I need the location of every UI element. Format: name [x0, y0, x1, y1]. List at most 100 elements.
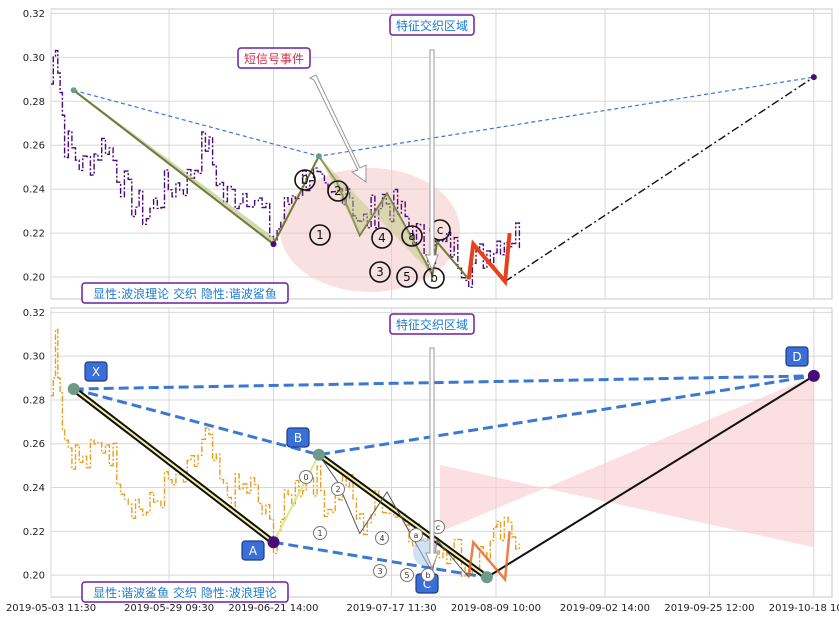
- signal-title-box: [237, 47, 311, 69]
- wave-label-circle: [400, 568, 414, 582]
- harmonic-point: [807, 369, 820, 382]
- wave-point-label: a: [414, 531, 419, 540]
- y-tick-label: 0.24: [23, 483, 45, 494]
- wave-point-label: 1: [316, 228, 324, 242]
- wave-point-label: 2: [335, 485, 340, 494]
- harmonic-badge: [241, 540, 265, 561]
- harmonic-point: [312, 448, 325, 461]
- signal-arrow-icon: [308, 74, 367, 183]
- y-tick-label: 0.28: [23, 97, 45, 108]
- harmonic-badge: [785, 346, 809, 367]
- region-title-box: [389, 313, 475, 335]
- y-tick-label: 0.22: [23, 527, 45, 538]
- wave-label-circle: [373, 564, 387, 578]
- harmonic-point: [67, 383, 80, 396]
- wave-label-circle: [294, 169, 316, 191]
- y-tick-label: 0.20: [23, 571, 45, 582]
- wave-point-label: a: [408, 229, 415, 243]
- bottom-panel: 0.20 0.22 0.24 0.26 0.28 0.30 0.32 2019-05-03 1…: [6, 307, 839, 614]
- y-tick-label: 0.30: [23, 352, 45, 363]
- wave-label-circle: [299, 470, 313, 484]
- wave-label-circle: [371, 227, 393, 249]
- wave-point-label: 1: [317, 529, 322, 538]
- harmonic-cd-line: [504, 76, 815, 283]
- region-title-box: [389, 14, 475, 36]
- wave-point-label: 3: [377, 567, 382, 576]
- y-tick-label: 0.30: [23, 53, 45, 64]
- corrective-zigzag: [467, 531, 511, 583]
- y-tick-label: 0.28: [23, 395, 45, 406]
- corrective-zigzag: [466, 232, 512, 287]
- harmonic-badge: [84, 361, 108, 382]
- harmonic-point-label: D: [792, 350, 801, 364]
- wave-label-circle: [401, 225, 423, 247]
- wave-fill: [318, 156, 433, 275]
- harmonic-point-label: B: [294, 431, 302, 445]
- wave-label-circle: [327, 180, 349, 202]
- wave-label-circle: [375, 531, 389, 545]
- wave-point-label: 4: [379, 534, 384, 543]
- y-tick-label: 0.32: [23, 308, 45, 319]
- wave-label-circle: [421, 568, 435, 582]
- y-tick-label: 0.26: [23, 141, 45, 152]
- x-tick-label: 2019-08-09 10:00: [451, 603, 541, 614]
- y-tick-label: 0.22: [23, 229, 45, 240]
- legend-box: [81, 581, 289, 603]
- y-tick-label: 0.24: [23, 185, 45, 196]
- y-tick-label: 0.20: [23, 273, 45, 284]
- wave-point-label: 4: [378, 231, 386, 245]
- harmonic-point: [270, 241, 277, 248]
- x-tick-label: 2019-05-29 09:30: [124, 603, 214, 614]
- harmonic-point: [810, 74, 817, 81]
- harmonic-point-label: X: [92, 365, 100, 379]
- wave-label-circle: [309, 224, 331, 246]
- y-tick-label: 0.26: [23, 439, 45, 450]
- wave-structure-line: [318, 454, 470, 578]
- harmonic-ab-line: [272, 454, 320, 543]
- x-tick-label: 2019-05-03 11:30: [6, 603, 96, 614]
- wave-point-label: 0: [303, 473, 308, 482]
- top-panel: 0.20 0.22 0.24 0.26 0.28 0.30 0.32 0 1 2 3 4 5 a b c 特征交…: [23, 8, 833, 304]
- wave-point-label: 0: [301, 173, 309, 187]
- wave-label-circle: [331, 482, 345, 496]
- wave-label-circle: [423, 267, 445, 289]
- x-tick-label: 2019-10-18 10:00: [769, 603, 839, 614]
- signal-title: 短信号事件: [244, 52, 304, 66]
- region-title: 特征交织区域: [396, 317, 468, 332]
- wave-point-label: 3: [376, 265, 384, 279]
- y-tick-label: 0.32: [23, 9, 45, 20]
- wave-point-label: 5: [404, 571, 409, 580]
- harmonic-ac-line: [273, 540, 488, 579]
- harmonic-point-label: C: [423, 577, 431, 591]
- harmonic-point: [267, 536, 280, 549]
- wave-point-label: b: [430, 271, 438, 285]
- harmonic-leg-inner: [73, 388, 275, 544]
- wave-point-label: 5: [403, 270, 411, 284]
- interlace-region-ellipse: [280, 168, 460, 292]
- legend-text: 显性:波浪理论 交织 隐性:谐波鲨鱼: [93, 286, 277, 301]
- wave-label-circle: [313, 526, 327, 540]
- wave-point-label: c: [436, 523, 440, 532]
- harmonic-badge: [286, 427, 310, 448]
- x-tick-label: 2019-06-21 14:00: [228, 603, 318, 614]
- legend-text: 显性:谐波鲨鱼 交织 隐性:波浪理论: [93, 585, 277, 600]
- region-arrow-icon: [425, 49, 439, 272]
- harmonic-xbd-line: [73, 374, 815, 457]
- harmonic-point-label: A: [249, 544, 258, 558]
- wave-label-circle: [409, 528, 423, 542]
- harmonic-leg-inner: [318, 453, 488, 579]
- harmonic-cd-line: [486, 375, 815, 579]
- region-arrow-icon: [425, 347, 439, 570]
- x-tick-label: 2019-09-02 14:00: [560, 603, 650, 614]
- harmonic-xd-line: [73, 374, 814, 391]
- wave-point-label: b: [425, 571, 430, 580]
- wave-structure-line: [73, 89, 470, 280]
- wave-point-label: c: [437, 223, 444, 237]
- wave-label-circle: [369, 261, 391, 283]
- harmonic-point: [315, 153, 322, 160]
- x-tick-label: 2019-07-17 11:30: [346, 603, 436, 614]
- region-title: 特征交织区域: [396, 18, 468, 33]
- interlace-region-fill: [440, 375, 814, 548]
- harmonic-point: [70, 87, 77, 94]
